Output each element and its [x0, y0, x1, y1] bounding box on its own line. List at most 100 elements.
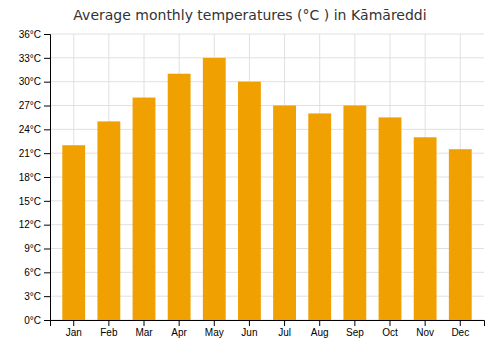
x-tick-mark: [144, 320, 145, 326]
y-tick: 6°C: [24, 267, 50, 278]
y-tick-label: 21°C: [19, 148, 41, 159]
y-tick-mark: [44, 129, 50, 130]
y-tick-label: 27°C: [19, 100, 41, 111]
x-tick-label: Jul: [278, 327, 291, 338]
grid-line: [50, 34, 484, 35]
x-tick-mark: [108, 320, 109, 326]
title: Average monthly temperatures (°C ) in Kā…: [73, 7, 426, 23]
x-tick-label: Oct: [382, 327, 398, 338]
x-tick: Sep: [346, 320, 364, 338]
bar: [343, 106, 366, 321]
bar: [133, 98, 156, 320]
x-tick-mark: [73, 320, 74, 326]
y-tick-mark: [44, 34, 50, 35]
x-tick-label: Nov: [416, 327, 434, 338]
bar: [273, 106, 296, 321]
x-tick: May: [205, 320, 224, 338]
y-axis: 0°C 3°C 6°C 9°C 12°C 15°C 18°C 21°C 24°C 27°C 30°C…: [19, 29, 51, 326]
y-tick-label: 12°C: [19, 219, 41, 230]
y-tick: 18°C: [19, 172, 50, 183]
y-tick-label: 15°C: [19, 196, 41, 207]
x-tick: Feb: [100, 320, 118, 338]
y-tick-label: 6°C: [24, 267, 41, 278]
grid-line: [50, 57, 484, 58]
x-tick-label: Dec: [451, 327, 469, 338]
chart: Average monthly temperatures (°C ) in Kā…: [0, 0, 500, 350]
y-tick-label: 0°C: [24, 315, 41, 326]
y-tick: 12°C: [19, 219, 50, 230]
grid-line: [50, 81, 484, 82]
y-tick: 9°C: [24, 243, 50, 254]
bar: [308, 113, 331, 320]
x-tick-label: May: [205, 327, 224, 338]
bar: [379, 117, 402, 320]
y-tick-mark: [44, 225, 50, 226]
x-tick: Apr: [171, 320, 187, 338]
y-tick-label: 36°C: [19, 29, 41, 40]
x-tick-mark: [179, 320, 180, 326]
x-tick: Jul: [278, 320, 291, 338]
grid: [50, 34, 484, 320]
y-axis-line: [44, 35, 51, 321]
x-tick: Aug: [311, 320, 329, 338]
y-tick-label: 18°C: [19, 172, 41, 183]
y-tick-mark: [44, 106, 50, 107]
x-tick-mark: [284, 320, 285, 326]
plot: Jan Feb Mar Apr May Jun Jul Aug Sep Oct Nov Dec 0°C 3…: [19, 29, 485, 338]
y-tick-label: 3°C: [24, 291, 41, 302]
bar: [203, 58, 226, 320]
y-tick-mark: [44, 296, 50, 297]
x-tick: Dec: [451, 320, 469, 338]
x-tick-label: Mar: [135, 327, 153, 338]
y-tick: 21°C: [19, 148, 50, 159]
bar: [449, 149, 472, 320]
y-tick-label: 9°C: [24, 243, 41, 254]
x-tick-label: Aug: [311, 327, 329, 338]
x-tick-label: Feb: [100, 327, 118, 338]
bar: [238, 82, 261, 320]
bar: [62, 145, 85, 320]
y-tick: 30°C: [19, 76, 50, 87]
x-tick-mark: [249, 320, 250, 326]
x-axis-line: [51, 321, 485, 327]
y-tick-mark: [44, 272, 50, 273]
x-tick-mark: [319, 320, 320, 326]
x-tick-mark: [460, 320, 461, 326]
y-tick-label: 24°C: [19, 124, 41, 135]
x-tick-label: Sep: [346, 327, 364, 338]
x-tick: Mar: [135, 320, 153, 338]
bars: [62, 58, 471, 320]
y-tick: 15°C: [19, 196, 50, 207]
x-tick-mark: [425, 320, 426, 326]
y-tick: 3°C: [24, 291, 50, 302]
grid-line: [50, 105, 484, 106]
bar: [414, 137, 437, 320]
x-tick: Nov: [416, 320, 434, 338]
x-tick: Jan: [66, 320, 82, 338]
x-tick-label: Apr: [171, 327, 187, 338]
y-tick-mark: [44, 249, 50, 250]
y-tick-mark: [44, 82, 50, 83]
x-tick-label: Jan: [66, 327, 82, 338]
x-tick: Oct: [382, 320, 398, 338]
x-tick-label: Jun: [241, 327, 257, 338]
bar: [168, 74, 191, 320]
y-tick: 24°C: [19, 124, 50, 135]
x-axis: Jan Feb Mar Apr May Jun Jul Aug Sep Oct Nov Dec: [51, 320, 485, 338]
y-tick-mark: [44, 58, 50, 59]
x-tick-mark: [214, 320, 215, 326]
y-tick: 27°C: [19, 100, 50, 111]
y-tick-label: 30°C: [19, 76, 41, 87]
y-tick-mark: [44, 201, 50, 202]
y-tick: 0°C: [24, 315, 50, 326]
y-tick-mark: [44, 320, 50, 321]
x-tick: Jun: [241, 320, 257, 338]
y-tick: 36°C: [19, 29, 50, 40]
y-tick-label: 33°C: [19, 53, 41, 64]
y-tick-mark: [44, 177, 50, 178]
y-tick: 33°C: [19, 53, 50, 64]
x-tick-mark: [389, 320, 390, 326]
x-tick-mark: [354, 320, 355, 326]
bar: [97, 121, 120, 320]
y-tick-mark: [44, 153, 50, 154]
